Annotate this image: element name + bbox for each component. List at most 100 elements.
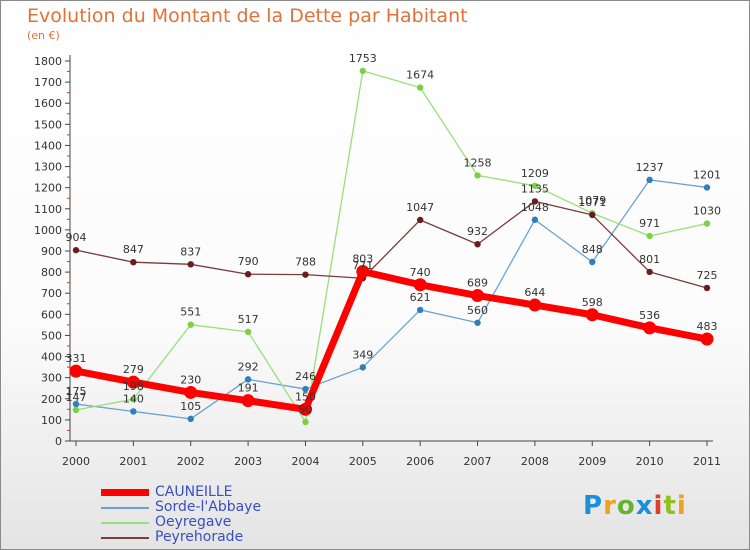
data-label-1: 246 <box>295 370 316 383</box>
data-label-0: 644 <box>524 286 545 299</box>
x-tick-label: 2006 <box>406 455 434 468</box>
y-tick-label: 200 <box>41 393 62 406</box>
data-label-3: 837 <box>180 245 201 258</box>
series-line-3 <box>75 200 708 289</box>
data-label-3: 771 <box>352 259 373 272</box>
legend-item: CAUNEILLE <box>101 485 261 500</box>
data-point-1 <box>187 415 194 423</box>
legend-label: Sorde-l'Abbaye <box>155 499 262 515</box>
logo-letter: t <box>663 491 677 521</box>
data-point-3 <box>589 211 596 219</box>
data-point-1 <box>302 385 309 393</box>
data-label-3: 725 <box>697 269 718 282</box>
data-point-3 <box>474 241 481 248</box>
data-label-3: 788 <box>295 256 316 269</box>
data-point-3 <box>187 261 194 268</box>
x-tick-label: 2009 <box>578 455 606 468</box>
data-label-2: 1030 <box>693 205 721 218</box>
data-label-2: 517 <box>238 313 259 326</box>
legend-label: Oeyregave <box>155 514 232 530</box>
logo-letter: i <box>676 491 687 521</box>
data-point-2 <box>703 220 711 227</box>
data-point-2 <box>302 418 309 426</box>
y-tick-label: 1200 <box>34 182 62 195</box>
data-label-3: 904 <box>66 231 87 244</box>
data-point-3 <box>72 246 80 254</box>
data-label-0: 279 <box>123 363 144 376</box>
data-label-1: 292 <box>238 360 259 373</box>
data-label-1: 349 <box>352 348 373 361</box>
data-label-0: 598 <box>582 296 603 309</box>
x-tick-label: 2004 <box>291 455 319 468</box>
legend-item: Oeyregave <box>101 515 261 530</box>
legend-item: Peyrehorade <box>101 530 261 545</box>
x-tick-label: 2003 <box>234 455 262 468</box>
x-tick-label: 2007 <box>464 455 492 468</box>
data-label-2: 1209 <box>521 167 549 180</box>
data-label-2: 90 <box>298 403 312 416</box>
data-point-0 <box>69 364 83 378</box>
data-label-0: 536 <box>639 309 660 322</box>
data-point-2 <box>359 67 367 75</box>
data-label-3: 801 <box>639 253 660 266</box>
data-point-3 <box>244 271 252 278</box>
data-label-1: 175 <box>66 385 87 398</box>
y-tick-label: 1500 <box>34 118 62 131</box>
data-point-0 <box>298 402 312 416</box>
y-tick-label: 1800 <box>34 55 62 68</box>
data-label-2: 147 <box>66 391 87 404</box>
series-line-2 <box>75 70 708 423</box>
data-label-1: 105 <box>180 400 201 413</box>
chart-title: Evolution du Montant de la Dette par Hab… <box>27 5 468 27</box>
x-tick-label: 2000 <box>62 455 90 468</box>
data-label-2: 551 <box>180 306 201 319</box>
legend-swatch <box>101 489 149 496</box>
data-label-2: 198 <box>123 380 144 393</box>
data-point-2 <box>72 406 80 414</box>
data-point-2 <box>244 328 252 336</box>
data-point-1 <box>130 408 137 415</box>
data-label-3: 932 <box>467 225 488 238</box>
data-point-0 <box>700 332 714 346</box>
data-point-2 <box>531 182 539 189</box>
data-point-0 <box>241 394 255 408</box>
data-point-1 <box>531 216 539 223</box>
data-point-0 <box>356 264 370 278</box>
series-line-1 <box>75 179 708 420</box>
data-label-0: 191 <box>238 382 259 395</box>
y-tick-label: 700 <box>41 287 62 300</box>
y-tick-label: 800 <box>41 266 62 279</box>
y-tick-label: 500 <box>41 329 62 342</box>
data-point-3 <box>130 258 137 266</box>
legend-swatch <box>101 536 149 539</box>
data-point-1 <box>474 319 481 326</box>
data-point-1 <box>416 306 424 314</box>
data-label-1: 1237 <box>636 161 664 174</box>
y-tick-label: 1300 <box>34 161 62 174</box>
series-lines <box>69 67 714 426</box>
y-tick-label: 400 <box>41 351 62 364</box>
data-point-0 <box>126 375 140 389</box>
series-line-0 <box>75 267 708 413</box>
data-label-0: 483 <box>697 320 718 333</box>
data-label-2: 1258 <box>464 156 492 169</box>
data-point-2 <box>646 232 653 240</box>
data-label-0: 150 <box>295 390 316 403</box>
x-tick-label: 2005 <box>349 455 377 468</box>
axes: 0 100 200 300 400 500 600 700 800 900 1000 1100 1200… <box>34 55 721 468</box>
data-point-3 <box>531 198 539 205</box>
data-point-1 <box>244 376 252 383</box>
data-label-3: 1047 <box>406 201 434 214</box>
data-point-3 <box>416 216 424 224</box>
data-label-2: 1079 <box>578 194 606 207</box>
y-tick-label: 100 <box>41 414 62 427</box>
data-label-1: 560 <box>467 304 488 317</box>
y-tick-label: 600 <box>41 308 62 321</box>
logo-letter: x <box>635 491 654 521</box>
data-label-0: 230 <box>180 373 201 386</box>
data-label-0: 689 <box>467 277 488 290</box>
data-label-0: 331 <box>66 352 87 365</box>
data-label-1: 140 <box>123 392 144 405</box>
data-point-2 <box>474 172 481 179</box>
